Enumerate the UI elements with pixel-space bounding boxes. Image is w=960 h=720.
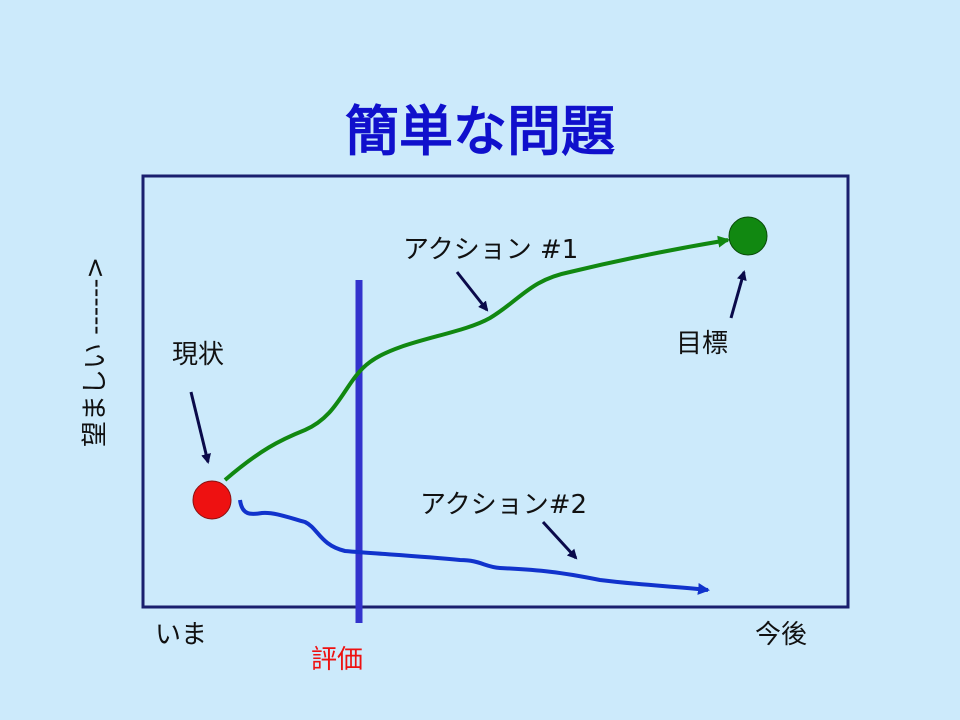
- label-action1: アクション #1: [403, 235, 578, 265]
- arrow: [189, 391, 211, 464]
- action1-path: [223, 235, 730, 482]
- y-axis-label: 望ましい ------>: [81, 257, 111, 447]
- arrow: [541, 520, 578, 560]
- title: 簡単な問題: [345, 100, 615, 163]
- x-start-label: いま: [155, 620, 207, 650]
- frame: [141, 174, 850, 609]
- action2-path: [238, 499, 710, 595]
- current-point: [192, 480, 232, 520]
- label-current: 現状: [172, 340, 224, 370]
- arrow: [455, 271, 489, 312]
- goal-point: [728, 216, 768, 256]
- label-action2: アクション#2: [420, 490, 587, 520]
- label-evaluation: 評価: [311, 645, 363, 675]
- label-goal: 目標: [676, 329, 728, 359]
- arrow: [729, 270, 747, 319]
- x-end-label: 今後: [755, 620, 807, 650]
